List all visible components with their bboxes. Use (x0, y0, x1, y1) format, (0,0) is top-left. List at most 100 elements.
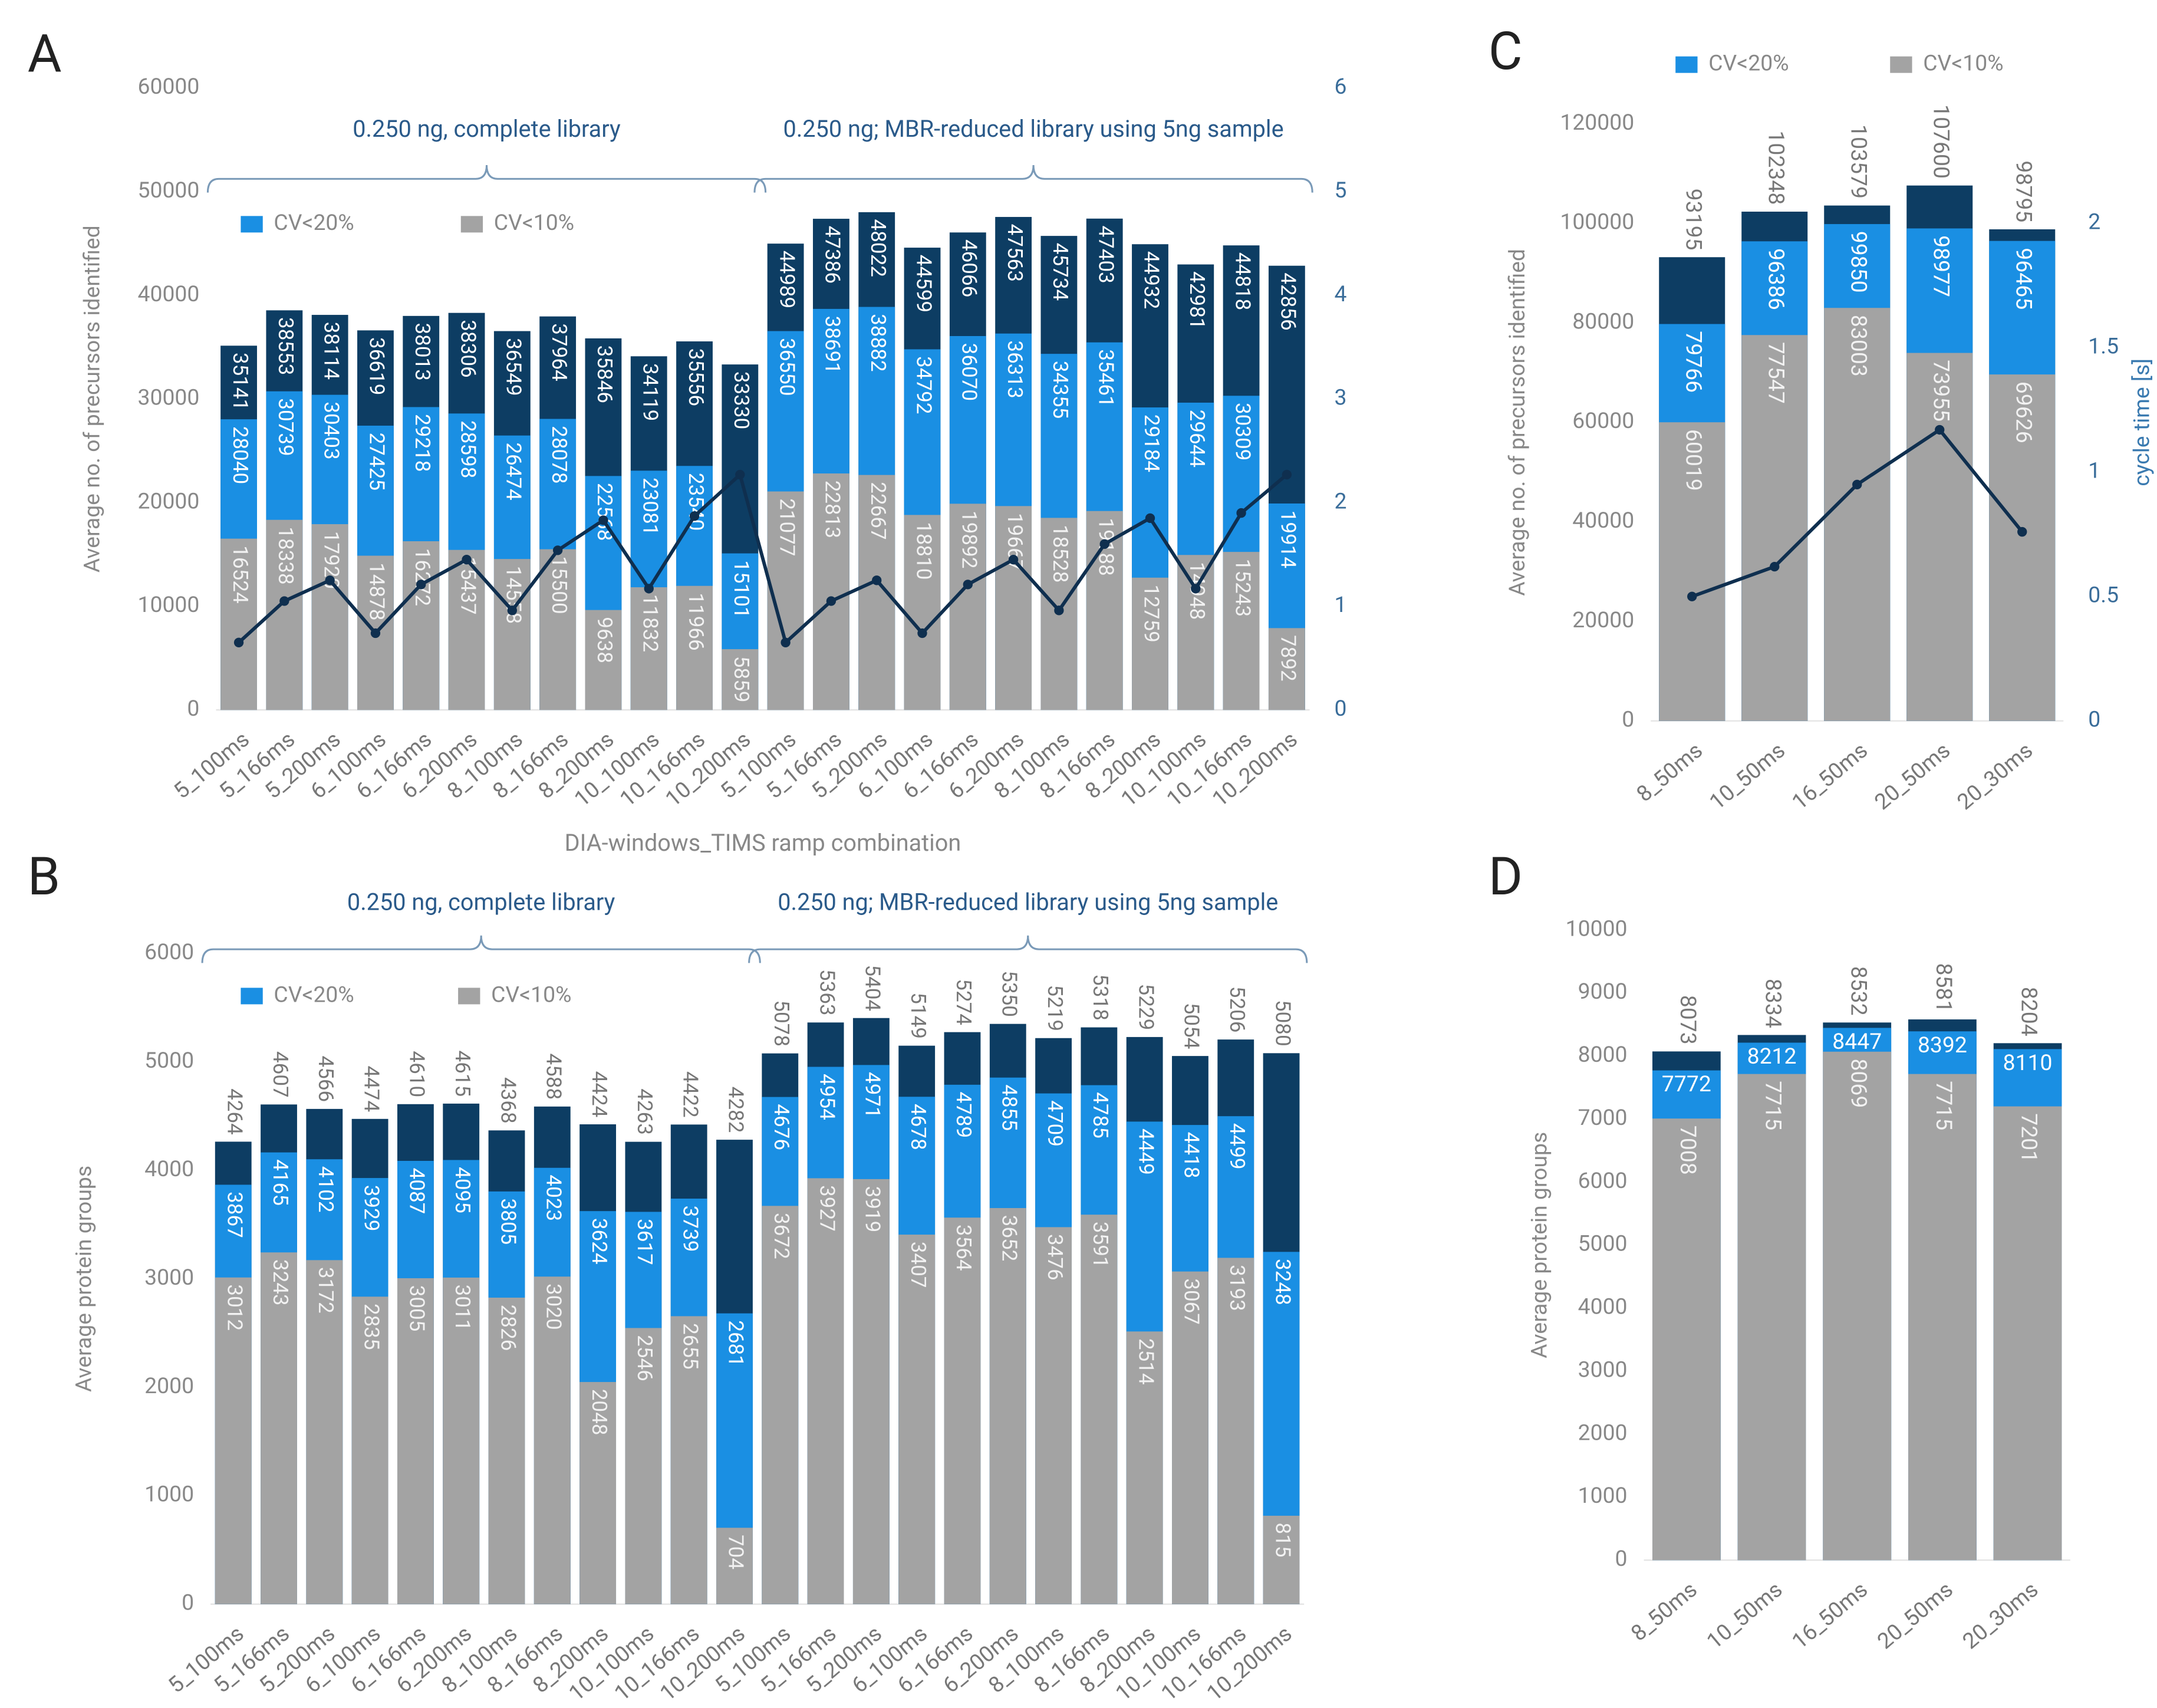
bar (1737, 1074, 1806, 1561)
value-label: 4588 (542, 1053, 566, 1100)
value-label: 3407 (906, 1242, 930, 1288)
bar (311, 524, 348, 710)
line-point (781, 637, 791, 647)
value-label: 4954 (815, 1074, 839, 1120)
value-label: 4264 (222, 1088, 246, 1135)
bracket (201, 935, 761, 963)
bar (1741, 335, 1808, 721)
value-label: 4087 (405, 1168, 429, 1215)
value-label: 35846 (592, 345, 617, 403)
value-label: 4263 (633, 1088, 657, 1135)
value-label: 5149 (906, 992, 930, 1039)
value-label: 16272 (410, 548, 434, 606)
value-label: 99850 (1845, 231, 1871, 293)
value-label: 7715 (1760, 1081, 1786, 1130)
value-label: 3927 (815, 1185, 839, 1232)
value-label: 38306 (456, 320, 480, 377)
y-axis-title: Average no. of precursors identified (80, 225, 106, 572)
bar (488, 1297, 525, 1604)
panel-label: A (28, 23, 62, 84)
value-label: 34119 (638, 363, 662, 421)
bar (585, 610, 622, 710)
bar (995, 506, 1032, 710)
value-label: 4678 (906, 1104, 930, 1150)
y2-axis-title: cycle time [s] (2129, 358, 2155, 486)
annotation: 0.250 ng, complete library (353, 115, 621, 143)
value-label: 11966 (684, 593, 708, 650)
bar (1081, 1215, 1118, 1604)
bar (1652, 1118, 1721, 1561)
value-label: 2826 (496, 1305, 520, 1351)
y2-tick-label: 0 (1335, 696, 1347, 722)
bar (493, 559, 531, 710)
value-label: 98977 (1928, 235, 1954, 297)
y2-tick-label: 2 (2088, 209, 2100, 235)
value-label: 103579 (1845, 124, 1871, 199)
y-tick-label: 9000 (1578, 979, 1628, 1005)
value-label: 3672 (769, 1213, 793, 1259)
bar (448, 549, 485, 710)
bar (1177, 555, 1214, 710)
annotation: 0.250 ng; MBR-reduced library using 5ng … (783, 115, 1284, 143)
bar (944, 1217, 981, 1604)
y-tick-label: 40000 (1572, 508, 1634, 534)
bar (1989, 374, 2056, 721)
bar (397, 1278, 434, 1604)
value-label: 5078 (769, 1000, 793, 1046)
line-point (462, 555, 472, 565)
x-tick-label: 10_50ms (1702, 1577, 1787, 1654)
value-label: 3624 (587, 1218, 611, 1265)
y-axis-title: Average no. of precursors identified (1504, 249, 1530, 596)
value-label: 44818 (1230, 252, 1254, 310)
value-label: 3591 (1088, 1222, 1112, 1268)
y-tick-label: 1000 (1578, 1483, 1628, 1509)
y2-tick-label: 4 (1335, 281, 1347, 307)
y2-tick-label: 0 (2088, 707, 2100, 733)
bar (534, 1276, 571, 1604)
value-label: 35141 (228, 353, 252, 410)
value-label: 3020 (542, 1284, 566, 1330)
value-label: 4499 (1225, 1123, 1249, 1170)
x-axis-title: DIA-windows_TIMS ramp combination (565, 829, 961, 857)
line-point (1282, 469, 1292, 480)
value-label: 3012 (222, 1284, 246, 1331)
value-label: 93195 (1680, 189, 1706, 251)
y-tick-label: 2000 (1578, 1420, 1628, 1446)
value-label: 27425 (365, 433, 389, 491)
bar (403, 541, 440, 710)
x-tick-label: 20_30ms (1958, 1577, 2043, 1654)
value-label: 4855 (997, 1084, 1022, 1131)
value-label: 2546 (633, 1335, 657, 1381)
value-label: 15437 (456, 557, 480, 614)
x-tick-label: 20_30ms (1952, 738, 2038, 815)
y2-tick-label: 2 (1335, 488, 1347, 514)
value-label: 3243 (268, 1259, 292, 1306)
value-label: 30403 (319, 402, 343, 459)
value-label: 11832 (638, 594, 662, 652)
bar (722, 649, 759, 710)
annotation: 0.250 ng, complete library (347, 888, 615, 916)
bracket (748, 935, 1308, 963)
value-label: 8073 (1675, 995, 1701, 1045)
value-label: 8204 (2016, 987, 2042, 1036)
value-label: 3067 (1180, 1278, 1204, 1325)
value-label: 37964 (547, 323, 571, 381)
value-label: 45734 (1048, 243, 1072, 301)
value-label: 16524 (228, 545, 252, 603)
value-label: 23540 (684, 473, 708, 531)
bar (762, 1206, 799, 1604)
value-label: 7715 (1931, 1081, 1957, 1130)
value-label: 5219 (1043, 985, 1067, 1031)
y-tick-label: 3000 (144, 1265, 194, 1291)
bar (1126, 1331, 1163, 1604)
y-tick-label: 6000 (144, 939, 194, 965)
value-label: 83003 (1845, 315, 1871, 377)
bar (579, 1382, 617, 1604)
value-label: 73955 (1928, 360, 1954, 422)
value-label: 35556 (684, 348, 708, 406)
value-label: 21077 (775, 498, 799, 556)
value-label: 18810 (911, 522, 936, 580)
value-label: 2681 (724, 1320, 748, 1367)
line-point (598, 515, 608, 525)
value-label: 4424 (587, 1071, 611, 1118)
